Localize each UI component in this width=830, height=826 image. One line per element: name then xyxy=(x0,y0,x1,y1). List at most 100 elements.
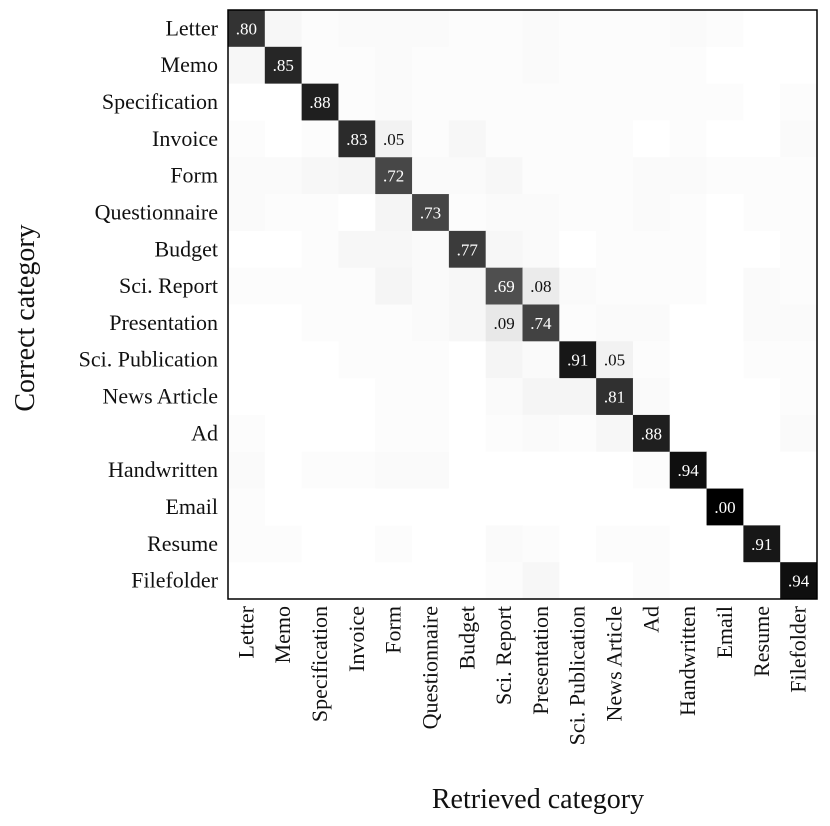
heatmap-cell-memo-email xyxy=(706,46,744,85)
heatmap-cell-email-questionnaire xyxy=(412,488,450,526)
heatmap-cell-news-article-news-article xyxy=(596,378,634,416)
heatmap-cell-sci-publication-specification xyxy=(301,341,339,379)
heatmap-cell-handwritten-handwritten xyxy=(669,451,708,490)
heatmap-cell-filefolder-handwritten xyxy=(669,562,708,600)
heatmap-cell-news-article-presentation xyxy=(522,378,560,416)
heatmap-cell-form-budget xyxy=(448,157,487,195)
heatmap-cell-ad-letter xyxy=(228,414,266,453)
heatmap-cell-ad-email xyxy=(706,414,744,453)
heatmap-cell-sci-report-ad xyxy=(632,267,671,305)
heatmap-cell-filefolder-sci-report xyxy=(485,562,523,600)
y-tick-specification: Specification xyxy=(102,89,218,114)
heatmap-cell-budget-sci-publication xyxy=(559,230,597,269)
heatmap-cell-budget-resume xyxy=(743,230,781,269)
heatmap-cell-invoice-presentation xyxy=(522,120,560,158)
heatmap-cell-form-news-article xyxy=(596,157,634,195)
heatmap-cell-presentation-filefolder xyxy=(780,304,818,342)
heatmap-cell-news-article-budget xyxy=(448,378,487,416)
heatmap-cell-email-invoice xyxy=(338,488,376,526)
y-tick-email: Email xyxy=(165,494,218,519)
y-tick-handwritten: Handwritten xyxy=(108,457,218,482)
cell-value-label: .05 xyxy=(383,130,404,149)
heatmap-cell-invoice-invoice xyxy=(338,120,376,158)
heatmap-cell-sci-publication-handwritten xyxy=(669,341,708,379)
heatmap-cell-presentation-ad xyxy=(632,304,671,342)
heatmap-cell-invoice-sci-report xyxy=(485,120,523,158)
heatmap-cell-form-memo xyxy=(264,157,303,195)
heatmap-cell-memo-specification xyxy=(301,46,339,85)
heatmap-cell-invoice-handwritten xyxy=(669,120,708,158)
heatmap-cell-news-article-form xyxy=(375,378,413,416)
heatmap-cell-resume-filefolder xyxy=(780,525,818,563)
heatmap-cell-sci-report-sci-publication xyxy=(559,267,597,305)
heatmap-cell-resume-specification xyxy=(301,525,339,563)
heatmap-cell-ad-invoice xyxy=(338,414,376,453)
heatmap-cell-sci-report-sci-report xyxy=(485,267,523,305)
heatmap-cell-specification-presentation xyxy=(522,83,560,121)
heatmap-cell-presentation-email xyxy=(706,304,744,342)
cell-value-label: .80 xyxy=(236,19,257,38)
heatmap-cell-letter-specification xyxy=(301,10,339,48)
heatmap-cell-ad-ad xyxy=(632,414,671,453)
heatmap-cell-letter-news-article xyxy=(596,10,634,48)
heatmap-cell-memo-budget xyxy=(448,46,487,85)
heatmap-cell-email-sci-report xyxy=(485,488,523,526)
y-tick-labels: Letter Memo Specification Invoice Form Questi… xyxy=(79,15,219,592)
heatmap-cell-questionnaire-email xyxy=(706,194,744,232)
heatmap-cell-letter-sci-publication xyxy=(559,10,597,48)
heatmap-cell-presentation-form xyxy=(375,304,413,342)
heatmap-cell-letter-presentation xyxy=(522,10,560,48)
heatmap-cell-resume-presentation xyxy=(522,525,560,563)
heatmap-cell-letter-ad xyxy=(632,10,671,48)
x-tick-ad: Ad xyxy=(638,606,663,633)
heatmap-cell-memo-handwritten xyxy=(669,46,708,85)
heatmap-cell-resume-sci-report xyxy=(485,525,523,563)
y-tick-budget: Budget xyxy=(154,236,218,261)
heatmap-cell-specification-resume xyxy=(743,83,781,121)
heatmap-cell-letter-questionnaire xyxy=(412,10,450,48)
heatmap-cell-resume-email xyxy=(706,525,744,563)
heatmap-cell-specification-sci-report xyxy=(485,83,523,121)
heatmap-cell-presentation-budget xyxy=(448,304,487,342)
heatmap-cell-email-email xyxy=(706,488,744,526)
heatmap-cell-form-invoice xyxy=(338,157,376,195)
heatmap-cell-handwritten-sci-report xyxy=(485,451,523,490)
cell-value-label: .94 xyxy=(788,572,810,591)
cell-value-label: .08 xyxy=(530,277,551,296)
heatmap-cell-ad-memo xyxy=(264,414,303,453)
heatmap-cell-resume-form xyxy=(375,525,413,563)
cell-value-label: .88 xyxy=(309,93,330,112)
heatmap-cell-specification-form xyxy=(375,83,413,121)
heatmap-cell-handwritten-form xyxy=(375,451,413,490)
heatmap-cell-presentation-specification xyxy=(301,304,339,342)
heatmap-cell-email-ad xyxy=(632,488,671,526)
heatmap-cell-sci-publication-ad xyxy=(632,341,671,379)
heatmap-cell-resume-ad xyxy=(632,525,671,563)
x-tick-memo: Memo xyxy=(270,606,295,663)
heatmap-cell-handwritten-filefolder xyxy=(780,451,818,490)
heatmap-cell-form-email xyxy=(706,157,744,195)
heatmap-cell-letter-budget xyxy=(448,10,487,48)
heatmap-cell-invoice-questionnaire xyxy=(412,120,450,158)
heatmap-cell-letter-sci-report xyxy=(485,10,523,48)
heatmap-cell-specification-news-article xyxy=(596,83,634,121)
cell-value-label: .81 xyxy=(604,388,625,407)
heatmap-cell-handwritten-news-article xyxy=(596,451,634,490)
heatmap-cell-questionnaire-questionnaire xyxy=(412,194,450,232)
heatmap-cell-sci-report-email xyxy=(706,267,744,305)
heatmap-cell-budget-invoice xyxy=(338,230,376,269)
heatmap-cell-filefolder-news-article xyxy=(596,562,634,600)
heatmap-cell-budget-letter xyxy=(228,230,266,269)
heatmap-cell-sci-publication-filefolder xyxy=(780,341,818,379)
heatmap-cell-sci-publication-memo xyxy=(264,341,303,379)
heatmap-cell-news-article-filefolder xyxy=(780,378,818,416)
heatmap-cell-filefolder-questionnaire xyxy=(412,562,450,600)
y-tick-filefolder: Filefolder xyxy=(131,568,218,593)
heatmap-cell-memo-news-article xyxy=(596,46,634,85)
heatmap-cell-sci-report-letter xyxy=(228,267,266,305)
x-tick-handwritten: Handwritten xyxy=(675,606,700,716)
heatmap-cell-ad-presentation xyxy=(522,414,560,453)
y-tick-resume: Resume xyxy=(147,531,218,556)
heatmap-cell-ad-news-article xyxy=(596,414,634,453)
